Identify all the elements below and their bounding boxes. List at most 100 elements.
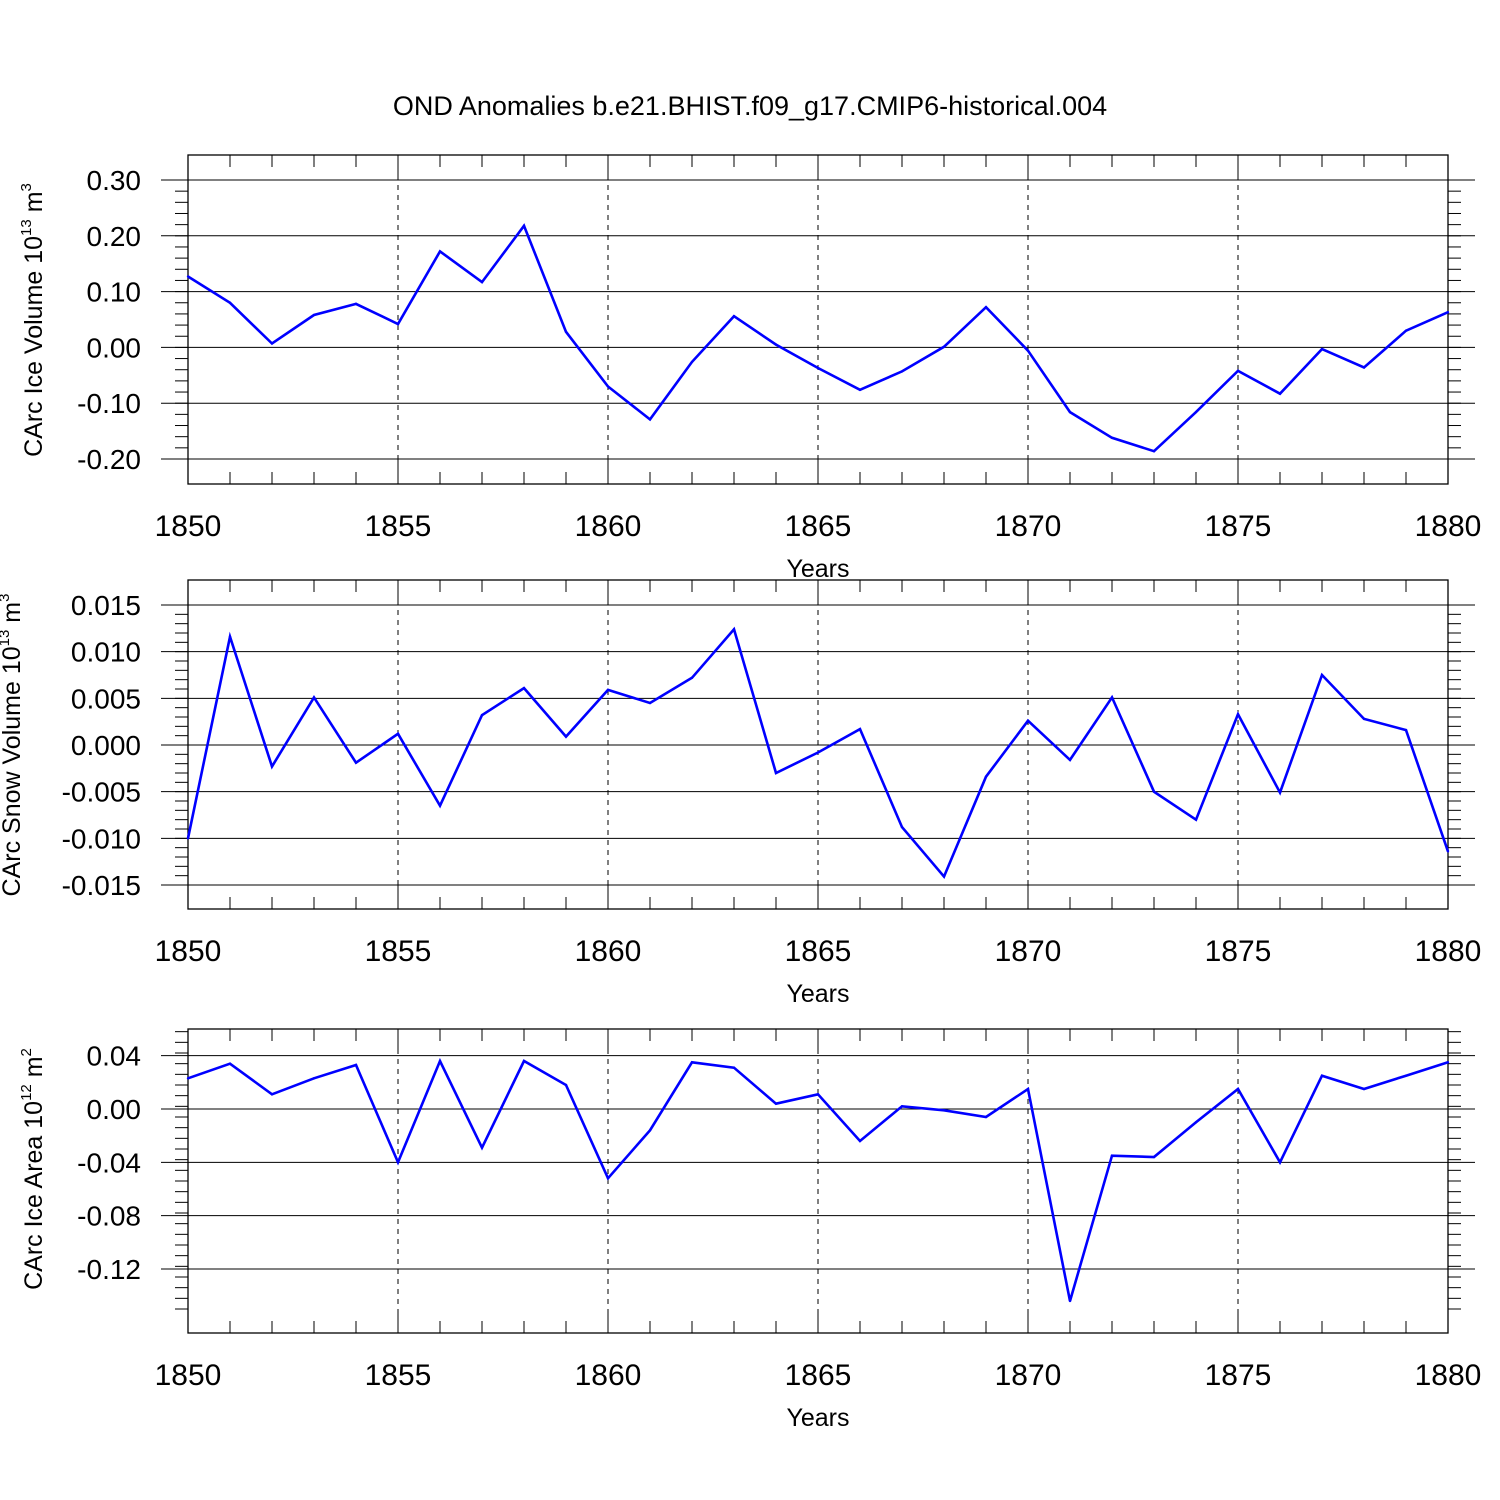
data-point (690, 676, 694, 679)
data-point (312, 313, 316, 317)
data-point (606, 385, 610, 388)
data-point (438, 1059, 442, 1063)
data-point (1152, 790, 1156, 793)
data-point (984, 1115, 988, 1119)
y-tick-label: -0.08 (77, 1201, 141, 1232)
data-point (1026, 349, 1030, 352)
y-axis-label-text: m (0, 602, 26, 630)
data-point (606, 1177, 610, 1180)
data-point (396, 732, 400, 735)
y-axis-label-text: CArc Ice Volume 10 (20, 236, 48, 457)
data-point (1404, 329, 1408, 332)
x-axis-label: Years (786, 980, 849, 1008)
data-point (1362, 366, 1366, 369)
data-point (396, 1161, 400, 1164)
x-tick-label: 1880 (1415, 935, 1482, 968)
data-point (816, 366, 820, 370)
x-tick-label: 1875 (1205, 1359, 1272, 1392)
y-tick-label: 0.005 (71, 683, 141, 714)
data-point (480, 713, 484, 717)
data-point (186, 1077, 190, 1080)
data-point (1236, 713, 1240, 716)
data-point (774, 771, 778, 775)
data-point (1404, 1074, 1408, 1077)
y-tick-label: -0.005 (62, 777, 141, 808)
x-axis-label: Years (786, 1404, 849, 1432)
x-tick-label: 1855 (365, 1359, 432, 1392)
data-point (942, 875, 946, 878)
y-tick-label: -0.20 (77, 444, 141, 475)
data-point (480, 280, 484, 284)
data-point (858, 1139, 862, 1143)
y-tick-label: -0.015 (62, 870, 141, 901)
x-tick-label: 1860 (575, 510, 642, 543)
x-tick-label: 1860 (575, 1359, 642, 1392)
y-axis-label-text: CArc Snow Volume 10 (0, 646, 26, 896)
data-point (1404, 728, 1408, 732)
data-point (1446, 1061, 1450, 1064)
y-tick-label: 0.04 (87, 1041, 142, 1072)
y-axis-label-text: m (20, 1056, 48, 1084)
y-axis-label: CArc Snow Volume 1013 m3 (0, 594, 26, 897)
x-tick-label: 1870 (995, 1359, 1062, 1392)
data-point (858, 727, 862, 731)
y-axis-label-superscript: 3 (18, 183, 35, 191)
y-tick-label: 0.00 (87, 1094, 142, 1125)
data-point (816, 1093, 820, 1096)
data-point (354, 1063, 358, 1067)
data-point (522, 224, 526, 227)
data-point (522, 686, 526, 690)
data-point (564, 330, 568, 333)
data-point (1110, 436, 1114, 439)
data-point (312, 696, 316, 699)
data-point (648, 418, 652, 421)
data-point (1110, 1154, 1114, 1157)
data-point (480, 1146, 484, 1149)
panel-1: 1850 1855 1860 1865 1870 1875 1880 Years -0.20 -0… (18, 154, 1481, 583)
y-tick-label: -0.12 (77, 1254, 141, 1285)
data-point (1320, 347, 1324, 351)
data-point (690, 1061, 694, 1064)
data-point (228, 301, 232, 304)
x-axis-label: Years (786, 555, 849, 583)
data-point (270, 342, 274, 345)
x-tick-label: 1880 (1415, 1359, 1482, 1392)
data-point (1194, 1121, 1198, 1124)
y-tick-label: -0.10 (77, 388, 141, 419)
data-point (690, 360, 694, 364)
data-point (648, 701, 652, 705)
data-point (1236, 1087, 1240, 1091)
x-tick-label: 1855 (365, 510, 432, 543)
data-point (1320, 673, 1324, 677)
x-tick-label: 1860 (575, 935, 642, 968)
data-point (942, 1109, 946, 1112)
data-point (816, 751, 820, 754)
data-point (900, 1105, 904, 1108)
data-point (942, 345, 946, 349)
x-tick-label: 1850 (155, 510, 222, 543)
data-point (1446, 850, 1450, 853)
y-tick-label: 0.010 (71, 637, 141, 668)
x-tick-label: 1850 (155, 935, 222, 968)
x-tick-label: 1875 (1205, 935, 1272, 968)
panel-2: 1850 1855 1860 1865 1870 1875 1880 Years -0.015 -… (0, 579, 1482, 1008)
data-point (984, 775, 988, 778)
y-tick-label: 0.30 (87, 165, 142, 196)
data-point (984, 306, 988, 309)
data-point (1278, 791, 1282, 794)
data-point (900, 825, 904, 829)
y-axis-label-superscript: 3 (0, 594, 13, 602)
data-point (732, 1066, 736, 1069)
data-point (858, 388, 862, 392)
data-point (1194, 818, 1198, 821)
panel-3: 1850 1855 1860 1865 1870 1875 1880 Years -0.12 -0… (18, 1028, 1482, 1432)
x-tick-label: 1875 (1205, 510, 1272, 543)
y-axis-label-superscript: 13 (0, 630, 13, 647)
data-point (312, 1077, 316, 1080)
x-tick-label: 1855 (365, 935, 432, 968)
data-point (564, 735, 568, 738)
data-point (1362, 1087, 1366, 1091)
data-point (228, 1062, 232, 1065)
y-tick-label: 0.00 (87, 332, 142, 363)
